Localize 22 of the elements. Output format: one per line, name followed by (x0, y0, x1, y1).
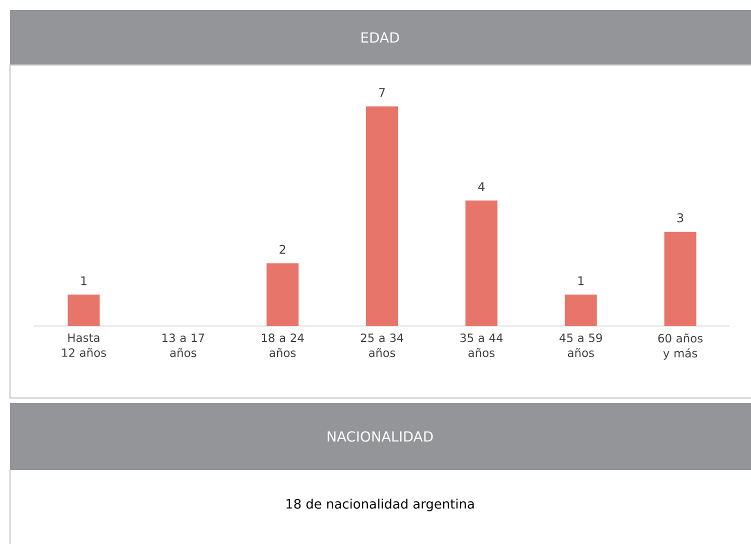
chart-title: EDAD (362, 32, 399, 43)
x-tick-label: 13 a 17 años (162, 334, 204, 358)
x-tick-label: 60 años y más (658, 334, 703, 360)
data-label: 1 (578, 276, 584, 286)
data-label: 4 (478, 182, 485, 191)
bar (266, 263, 299, 326)
text: 18 de nacionalidad argentina (286, 498, 474, 512)
x-tick-label: 25 a 34 años (360, 334, 404, 358)
text: NACIONALIDAD (328, 431, 433, 442)
bar (664, 232, 696, 326)
bar (68, 294, 100, 326)
bar (564, 294, 597, 326)
data-label: 7 (379, 88, 385, 97)
data-label: 1 (81, 276, 86, 286)
data-label: 2 (280, 244, 286, 254)
data-label: 3 (677, 213, 684, 222)
x-tick-label: 18 a 24 años (262, 334, 304, 358)
x-tick-label: Hasta 12 años (62, 334, 106, 357)
bar (465, 200, 498, 326)
x-tick-label: 45 a 59 años (560, 334, 602, 358)
x-tick-label: 35 a 44 años (460, 334, 503, 358)
bar (366, 106, 398, 326)
